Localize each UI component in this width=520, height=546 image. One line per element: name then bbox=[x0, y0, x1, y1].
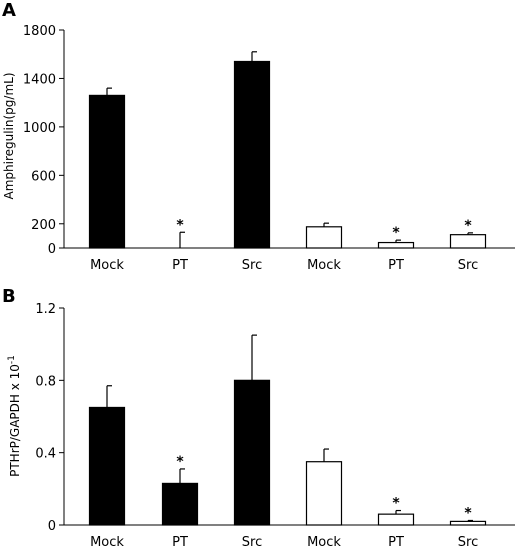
panel-b-y-tick-label-1: 0.4 bbox=[35, 447, 56, 462]
panel-a-category-label-3: Mock bbox=[307, 258, 341, 273]
panel-b-bar-5 bbox=[449, 520, 487, 526]
panel-b-significance-5: * bbox=[464, 505, 472, 521]
panel-a-significance-1: * bbox=[176, 217, 184, 233]
panel-b-bar-1 bbox=[161, 482, 199, 526]
panel-a-significance-5: * bbox=[464, 218, 472, 234]
panel-b-bar-0 bbox=[88, 406, 126, 526]
panel-a-category-label-5: Src bbox=[458, 258, 478, 273]
panel-b: B PTHrP/GAPDH x 10-1 0 0.4 0.8 1.2 Mock * PT Sr… bbox=[2, 286, 515, 546]
panel-a-bar-4 bbox=[377, 241, 415, 249]
panel-b-significance-1: * bbox=[176, 454, 184, 470]
panel-b-category-label-1: PT bbox=[172, 535, 188, 546]
panel-b-bar-4 bbox=[377, 513, 415, 526]
panel-a-category-label-1: PT bbox=[172, 258, 188, 273]
panel-a-bar-2 bbox=[233, 60, 271, 249]
panel-b-y-axis-title-exponent: -1 bbox=[7, 355, 17, 364]
panel-a-y-tick-label-1: 200 bbox=[31, 218, 56, 233]
panel-a-y-tick-label-2: 600 bbox=[31, 169, 56, 184]
panel-a-category-label-2: Src bbox=[242, 258, 262, 273]
panel-a-y-tick-label-4: 1400 bbox=[23, 72, 56, 87]
panel-a-bar-0 bbox=[88, 94, 126, 249]
panel-b-y-axis-title-main: PTHrP/GAPDH x 10 bbox=[8, 364, 22, 477]
panel-a: A Amphiregulin(pg/mL) 0 200 600 1000 1400 180… bbox=[2, 0, 515, 273]
panel-b-bar-2 bbox=[233, 379, 271, 526]
panel-b-bar-3 bbox=[305, 461, 343, 526]
panel-a-category-label-4: PT bbox=[388, 258, 404, 273]
panel-b-significance-4: * bbox=[392, 496, 400, 512]
panel-b-category-label-5: Src bbox=[458, 535, 478, 546]
panel-b-category-label-3: Mock bbox=[307, 535, 341, 546]
panel-a-y-tick-label-3: 1000 bbox=[23, 121, 56, 136]
panel-a-label: A bbox=[2, 0, 16, 21]
panel-b-plot: 0 0.4 0.8 1.2 Mock * PT Src Mock * PT * Src bbox=[35, 302, 515, 546]
panel-a-bar-3 bbox=[305, 226, 343, 249]
panel-a-plot: 0 200 600 1000 1400 1800 Mock * PT Src Mock * PT * Src bbox=[23, 24, 515, 273]
panel-a-y-tick-label-0: 0 bbox=[48, 242, 56, 257]
panel-b-category-label-4: PT bbox=[388, 535, 404, 546]
panel-b-category-label-2: Src bbox=[242, 535, 262, 546]
panel-b-category-label-0: Mock bbox=[90, 535, 124, 546]
panel-b-label: B bbox=[2, 286, 16, 307]
panel-a-category-label-0: Mock bbox=[90, 258, 124, 273]
panel-a-significance-4: * bbox=[392, 225, 400, 241]
panel-b-y-axis-title: PTHrP/GAPDH x 10-1 bbox=[7, 355, 22, 477]
panel-a-bar-5 bbox=[449, 234, 487, 249]
panel-a-y-tick-label-5: 1800 bbox=[23, 24, 56, 39]
panel-b-y-tick-label-3: 1.2 bbox=[35, 302, 56, 317]
panel-b-y-tick-label-0: 0 bbox=[48, 519, 56, 534]
panel-a-y-axis-title: Amphiregulin(pg/mL) bbox=[2, 72, 16, 199]
panel-b-y-tick-label-2: 0.8 bbox=[35, 374, 56, 389]
